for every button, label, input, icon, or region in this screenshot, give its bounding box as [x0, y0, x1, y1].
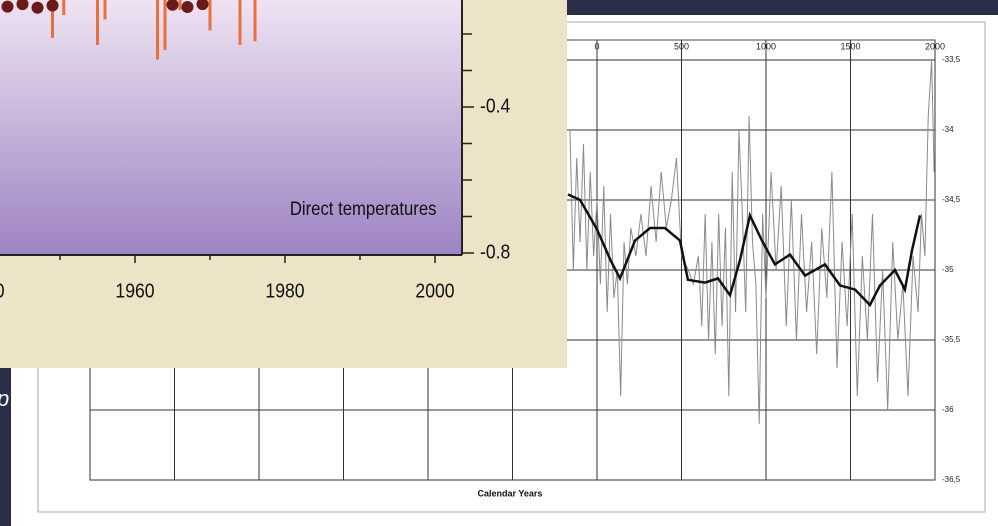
slide-text: p [0, 386, 9, 411]
dot [16, 0, 29, 11]
y-tick-label: -34,5 [942, 195, 961, 204]
bar [62, 0, 66, 16]
bar [51, 0, 54, 39]
series-line [569, 59, 935, 425]
y-tick-label: -36 [942, 405, 954, 414]
slide-bar [560, 0, 998, 15]
x-tick-label: 2000 [925, 41, 945, 51]
bar [178, 0, 182, 10]
x-tick-label: 1960 [115, 279, 154, 301]
bar [253, 0, 257, 42]
dot [181, 0, 194, 13]
bar [103, 0, 107, 20]
bar [238, 0, 242, 45]
y-tick-label: -36,5 [942, 475, 961, 484]
y-tick-label: -0.8 [480, 240, 510, 262]
x-tick-label: 1500 [840, 41, 860, 51]
y-tick-label: -35,5 [942, 335, 961, 344]
front-chart: 1940 1960 1980 2000 -0.8 -0.4 Direct temperatu… [0, 0, 567, 368]
y-tick-label: -35 [942, 265, 954, 274]
y-tick-label: -33,5 [942, 55, 961, 64]
y-tick-label: -34 [942, 125, 954, 134]
front-plot [0, 0, 462, 255]
bar [156, 0, 159, 60]
x-tick-label: 2000 [415, 279, 454, 301]
dot [1, 0, 14, 13]
x-axis-label: Calendar Years [478, 488, 543, 498]
bar [96, 0, 99, 45]
annotation: Direct temperatures [290, 198, 437, 219]
dot [46, 0, 59, 12]
bar [163, 0, 167, 51]
bar [208, 0, 212, 31]
front-marks [1, 0, 257, 60]
dot [166, 0, 179, 11]
x-tick-label: 1980 [265, 279, 304, 301]
series-line [567, 193, 922, 308]
x-tick-label: 1000 [756, 41, 776, 51]
dot [31, 1, 44, 14]
x-tick-label: 500 [674, 41, 689, 51]
y-tick-label: -0.4 [480, 94, 510, 116]
x-tick-label: 1940 [0, 279, 5, 301]
slide-strip [0, 360, 11, 526]
dot [196, 0, 209, 11]
x-tick-label: 0 [594, 41, 599, 51]
